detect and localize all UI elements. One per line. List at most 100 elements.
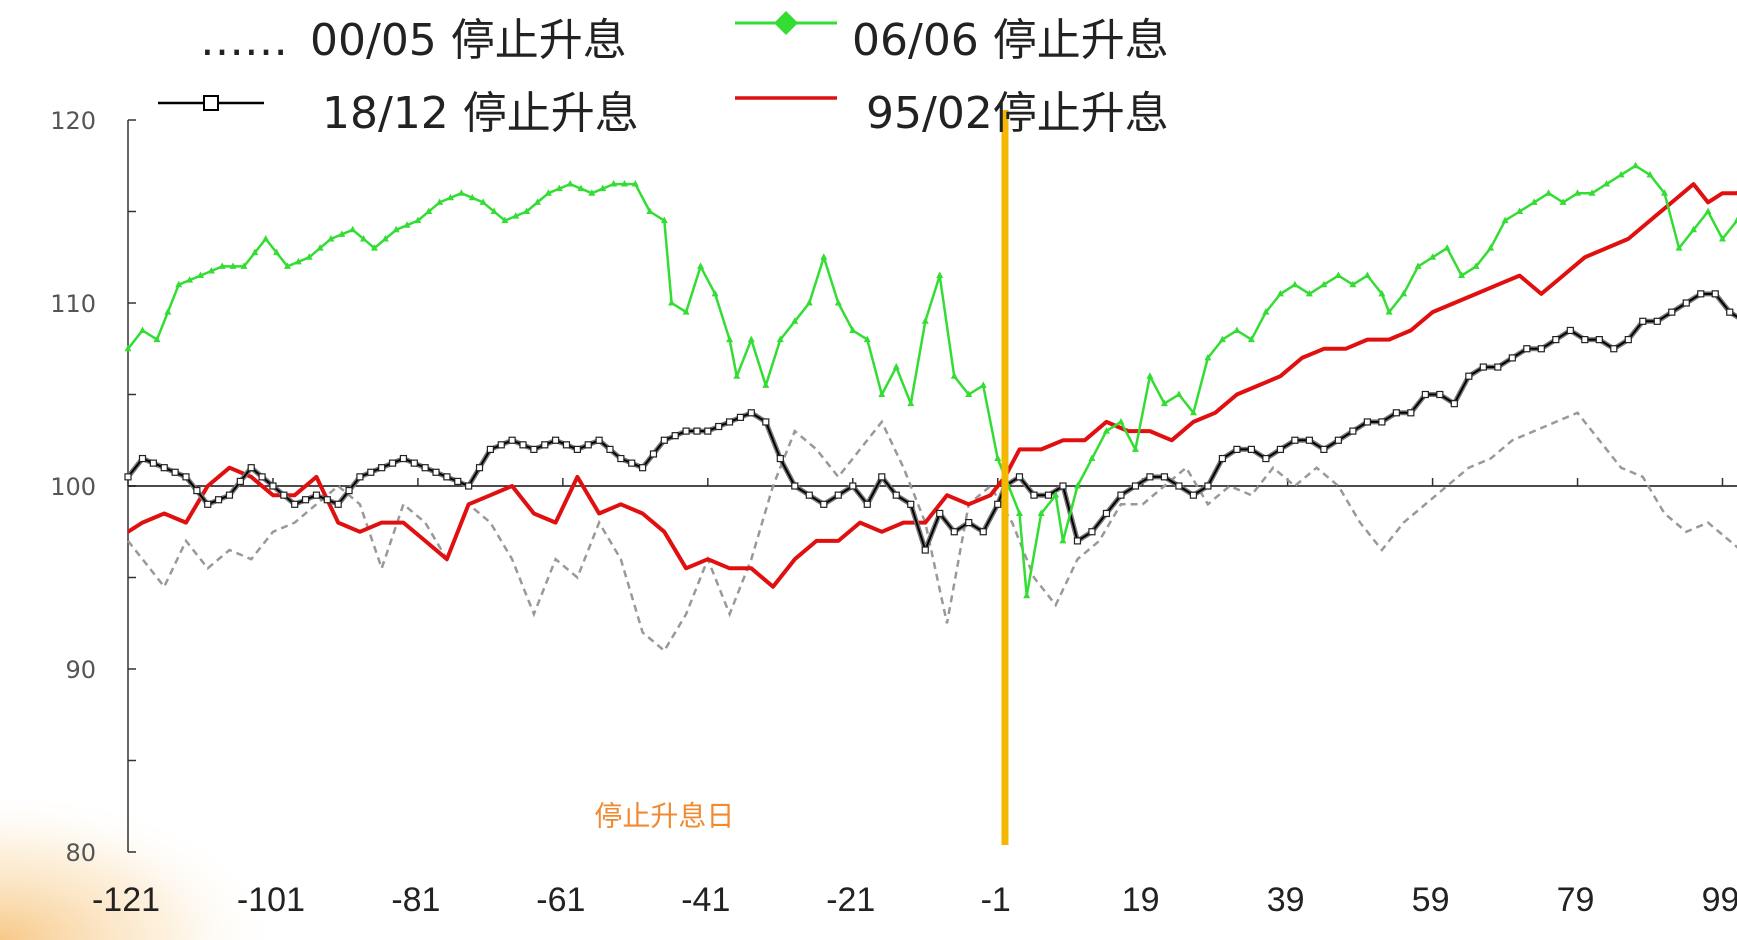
data-point-06-06 bbox=[1276, 289, 1284, 297]
data-point-18-12 bbox=[1450, 400, 1458, 408]
legend-label: 95/02停止升息 bbox=[866, 88, 1169, 139]
data-point-18-12 bbox=[693, 427, 701, 435]
data-point-18-12 bbox=[1682, 299, 1690, 307]
data-point-06-06 bbox=[921, 317, 929, 324]
data-point-18-12 bbox=[776, 454, 784, 463]
data-point-18-12 bbox=[682, 427, 690, 435]
data-point-18-12 bbox=[762, 418, 770, 426]
data-point-18-12 bbox=[1204, 482, 1212, 490]
data-point-06-06 bbox=[1603, 180, 1611, 187]
x-tick-label: -61 bbox=[536, 881, 585, 919]
data-point-18-12 bbox=[1392, 409, 1400, 417]
legend: …… 00/05 停止升息 06/06 停止升息 18/12 停止升息 95/02停止升… bbox=[158, 11, 1169, 139]
series-group bbox=[127, 411, 1737, 653]
data-point-18-12 bbox=[1363, 418, 1371, 426]
series-group bbox=[124, 161, 1737, 599]
data-point-06-06 bbox=[1487, 244, 1495, 251]
data-point-06-06 bbox=[338, 230, 346, 237]
data-point-18-12 bbox=[225, 491, 234, 499]
data-point-18-12 bbox=[1175, 482, 1183, 490]
data-point-06-06 bbox=[1305, 289, 1313, 297]
data-point-06-06 bbox=[1175, 390, 1183, 397]
data-point-06-06 bbox=[1262, 308, 1270, 315]
data-point-18-12 bbox=[552, 436, 560, 444]
data-point-18-12 bbox=[475, 464, 484, 472]
data-point-06-06 bbox=[1363, 271, 1371, 279]
data-point-18-12 bbox=[204, 500, 212, 508]
series-layer bbox=[124, 161, 1737, 653]
x-tick-label: -41 bbox=[681, 881, 730, 919]
data-point-18-12 bbox=[1334, 436, 1342, 444]
data-point-06-06 bbox=[805, 299, 813, 306]
data-point-18-12 bbox=[1494, 363, 1502, 371]
data-point-06-06 bbox=[1073, 482, 1081, 489]
x-tick-label: 59 bbox=[1412, 881, 1450, 919]
data-point-06-06 bbox=[1015, 509, 1023, 516]
data-point-18-12 bbox=[291, 500, 299, 508]
data-point-18-12 bbox=[323, 496, 331, 504]
data-point-06-06 bbox=[240, 262, 248, 269]
data-point-18-12 bbox=[863, 500, 871, 508]
data-point-06-06 bbox=[1414, 262, 1422, 269]
data-point-18-12 bbox=[1059, 482, 1067, 490]
data-point-18-12 bbox=[907, 500, 915, 508]
data-point-18-12 bbox=[388, 459, 397, 467]
series-line-95-02 bbox=[126, 182, 1737, 589]
data-point-18-12 bbox=[410, 459, 418, 467]
data-point-18-12 bbox=[1407, 409, 1415, 417]
data-point-06-06 bbox=[186, 276, 194, 283]
data-point-06-06 bbox=[646, 207, 654, 214]
data-point-06-06 bbox=[1102, 427, 1110, 434]
data-point-18-12 bbox=[530, 445, 538, 453]
data-point-18-12 bbox=[1552, 336, 1560, 344]
data-point-06-06 bbox=[175, 280, 183, 288]
data-point-06-06 bbox=[1160, 399, 1168, 407]
data-point-18-12 bbox=[1233, 445, 1241, 453]
data-point-18-12 bbox=[820, 500, 828, 508]
data-point-18-12 bbox=[247, 464, 255, 472]
data-point-06-06 bbox=[979, 381, 987, 388]
data-point-06-06 bbox=[849, 326, 857, 333]
data-point-06-06 bbox=[834, 299, 842, 306]
data-point-18-12 bbox=[1726, 308, 1734, 316]
data-point-06-06 bbox=[994, 454, 1002, 462]
data-point-18-12 bbox=[454, 477, 462, 486]
data-point-06-06 bbox=[153, 335, 161, 343]
data-point-18-12 bbox=[704, 427, 712, 435]
legend-diamond-icon bbox=[774, 11, 798, 35]
data-point-06-06 bbox=[1588, 189, 1596, 196]
data-point-18-12 bbox=[1523, 345, 1531, 353]
data-point-18-12 bbox=[1653, 317, 1661, 325]
data-point-06-06 bbox=[1023, 591, 1031, 599]
data-point-18-12 bbox=[736, 413, 745, 421]
data-point-06-06 bbox=[1443, 244, 1451, 251]
data-point-06-06 bbox=[1574, 189, 1582, 196]
data-point-06-06 bbox=[403, 221, 411, 228]
data-point-06-06 bbox=[1704, 207, 1712, 214]
data-point-18-12 bbox=[1537, 345, 1545, 353]
data-point-06-06 bbox=[425, 207, 433, 214]
data-point-06-06 bbox=[1385, 308, 1393, 315]
data-point-18-12 bbox=[628, 459, 636, 467]
data-point-18-12 bbox=[301, 496, 310, 504]
data-point-06-06 bbox=[1117, 417, 1125, 425]
data-point-06-06 bbox=[273, 248, 281, 256]
data-point-06-06 bbox=[392, 225, 400, 233]
data-point-18-12 bbox=[182, 473, 190, 481]
data-point-06-06 bbox=[1052, 491, 1060, 498]
data-point-18-12 bbox=[1465, 372, 1473, 380]
data-point-18-12 bbox=[138, 454, 147, 463]
x-tick-label: -21 bbox=[826, 881, 875, 919]
data-point-06-06 bbox=[726, 335, 734, 343]
data-point-06-06 bbox=[1233, 326, 1241, 333]
legend-label: 18/12 停止升息 bbox=[322, 88, 639, 139]
data-point-06-06 bbox=[950, 372, 958, 379]
data-point-18-12 bbox=[1030, 491, 1038, 499]
data-point-06-06 bbox=[479, 198, 487, 205]
data-point-18-12 bbox=[1276, 445, 1284, 453]
data-point-06-06 bbox=[588, 189, 596, 196]
data-point-06-06 bbox=[1545, 189, 1553, 196]
annotation-label: 停止升息日 bbox=[594, 799, 734, 832]
data-point-18-12 bbox=[671, 432, 679, 440]
data-point-06-06 bbox=[1646, 170, 1654, 178]
